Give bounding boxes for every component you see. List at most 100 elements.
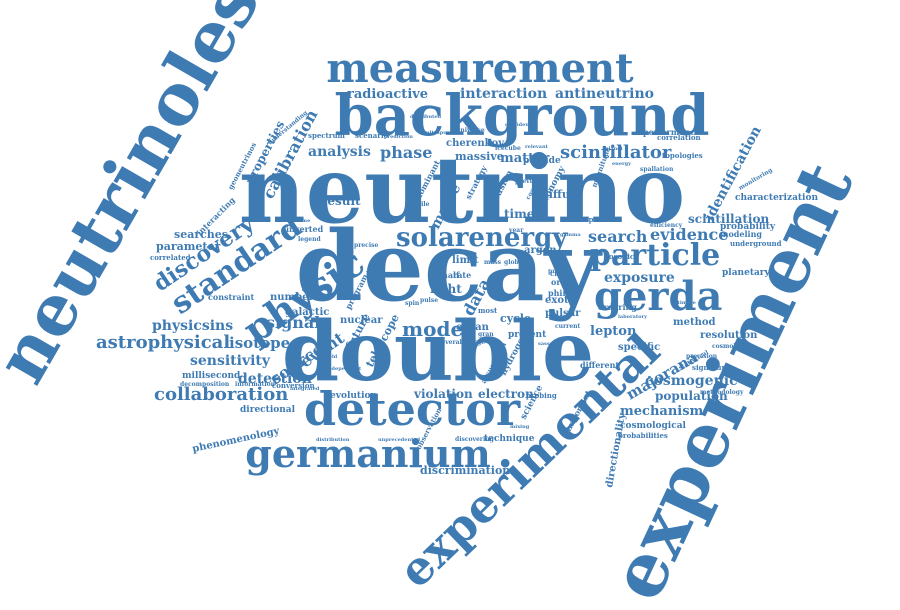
word-distributed: distributed bbox=[410, 114, 442, 120]
word-relevant: relevant bbox=[525, 144, 549, 150]
word-background: background bbox=[335, 83, 710, 149]
word-mass: mass bbox=[484, 259, 502, 266]
word-isotope: isotope bbox=[229, 334, 290, 352]
word-mechanism: mechanism bbox=[620, 404, 704, 419]
word-current: current bbox=[555, 323, 581, 330]
word-conversion: conversion bbox=[272, 381, 315, 390]
word-chain: chain bbox=[550, 269, 572, 278]
word-inverted: inverted bbox=[286, 224, 324, 234]
word-scintillator: scintillator bbox=[560, 142, 672, 163]
word-cherenkov: cherenkov bbox=[446, 138, 505, 149]
word-confidence: confidence bbox=[505, 122, 535, 128]
word-measurement: measurement bbox=[326, 45, 634, 92]
word-cosmological: cosmological bbox=[620, 421, 687, 431]
word-collaboration: collaboration bbox=[154, 384, 288, 405]
word-resolution: resolution bbox=[700, 330, 758, 341]
word-time: time bbox=[504, 207, 535, 221]
word-search: search bbox=[588, 227, 648, 246]
word-bosonic: bosonic bbox=[604, 252, 634, 261]
word-volume: volume bbox=[289, 218, 310, 224]
word-number: number bbox=[270, 292, 314, 303]
word-legend: legend bbox=[298, 236, 321, 243]
word-present: present bbox=[508, 330, 547, 340]
word-specific: specific bbox=[618, 342, 660, 353]
word-discrimination: discrimination bbox=[420, 464, 510, 477]
word-sterile: sterile bbox=[408, 201, 430, 208]
word-searches: searches bbox=[174, 228, 228, 241]
word-ultrapure: ultrapure bbox=[426, 130, 453, 136]
word-germanium: germanium bbox=[245, 431, 491, 476]
word-antineutrino: antineutrino bbox=[555, 86, 654, 102]
word-independent: independent bbox=[326, 366, 362, 372]
word-method: method bbox=[673, 317, 716, 328]
word-spallation: spallation bbox=[640, 166, 674, 173]
word-most: most bbox=[478, 306, 498, 315]
word-electron: electron bbox=[478, 387, 534, 401]
word-evolution: evolution bbox=[330, 391, 378, 401]
word-signal: signal bbox=[266, 313, 320, 332]
word-order: order bbox=[551, 277, 576, 287]
word-half: half bbox=[442, 270, 460, 280]
word-planet: planet bbox=[605, 146, 623, 152]
word-scenario: scenario bbox=[355, 131, 389, 140]
word-prediction: prediction bbox=[384, 134, 413, 140]
word-ocean: ocean bbox=[456, 322, 490, 333]
word-analysis: analysis bbox=[308, 144, 371, 160]
word-global: global bbox=[504, 259, 526, 266]
word-evidence: evidence bbox=[650, 225, 728, 244]
word-provide: provide bbox=[523, 156, 561, 166]
word-detector: detector bbox=[304, 382, 521, 436]
word-different: different bbox=[580, 360, 619, 370]
word-modeling: modeling bbox=[720, 229, 762, 239]
word-exotic: exotic bbox=[545, 295, 579, 306]
word-energy: energy bbox=[612, 161, 632, 167]
word-model: model bbox=[402, 317, 471, 341]
word-charge: charge bbox=[462, 339, 485, 346]
word-scintillation: scintillation bbox=[688, 212, 769, 226]
word-limit: limit bbox=[452, 255, 479, 266]
word-identification: identification bbox=[701, 124, 764, 224]
word-astrophysical: astrophysical bbox=[96, 332, 230, 353]
word-nuclear: nuclear bbox=[340, 315, 383, 326]
word-rate: rate bbox=[453, 270, 471, 280]
word-millisecond: millisecond bbox=[182, 371, 241, 381]
word-proc: proc bbox=[366, 268, 384, 277]
word-probabilities: probabilities bbox=[618, 431, 668, 440]
word-sun: sun bbox=[520, 342, 530, 348]
word-detection: detection bbox=[238, 371, 312, 387]
word-correlation: correlation bbox=[657, 133, 701, 142]
word-cosmology: cosmology bbox=[712, 343, 748, 350]
word-result: result bbox=[321, 194, 361, 208]
word-argon: argon bbox=[524, 245, 557, 256]
word-efficiency: efficiency bbox=[650, 222, 683, 229]
word-massive: massive bbox=[455, 150, 504, 163]
word-cosmogenic: cosmogenic bbox=[645, 373, 738, 389]
word-cycle: cycle bbox=[500, 312, 531, 325]
word-sasso: sasso bbox=[538, 341, 554, 347]
word-performance: performance bbox=[643, 127, 700, 137]
word-discovering: discovering bbox=[455, 436, 495, 443]
word-precise: precise bbox=[354, 242, 378, 249]
word-mixing: mixing bbox=[510, 424, 530, 430]
word-ordering: ordering bbox=[598, 302, 637, 312]
word-purity: purity bbox=[548, 268, 569, 275]
word-neutrino: neutrino bbox=[239, 136, 685, 244]
word-solarenergy: solarenergy bbox=[396, 223, 568, 253]
word-light: light bbox=[430, 282, 462, 296]
word-spin: spin bbox=[405, 300, 420, 307]
word-technique: technique bbox=[484, 434, 535, 444]
word-double: double bbox=[282, 304, 594, 400]
word-exposure: exposure bbox=[604, 270, 675, 286]
word-integrated: integrated bbox=[290, 386, 320, 392]
word-distribution: distribution bbox=[316, 437, 350, 443]
word-underground: underground bbox=[730, 239, 782, 248]
word-phim: phim bbox=[548, 288, 571, 298]
word-icecube: icecube bbox=[495, 145, 521, 152]
word-decay: decay bbox=[296, 210, 604, 323]
word-several: several bbox=[438, 339, 463, 346]
word-universe: universe bbox=[456, 127, 485, 134]
word-year: year bbox=[508, 227, 524, 234]
word-parameter: parameter bbox=[156, 240, 220, 253]
